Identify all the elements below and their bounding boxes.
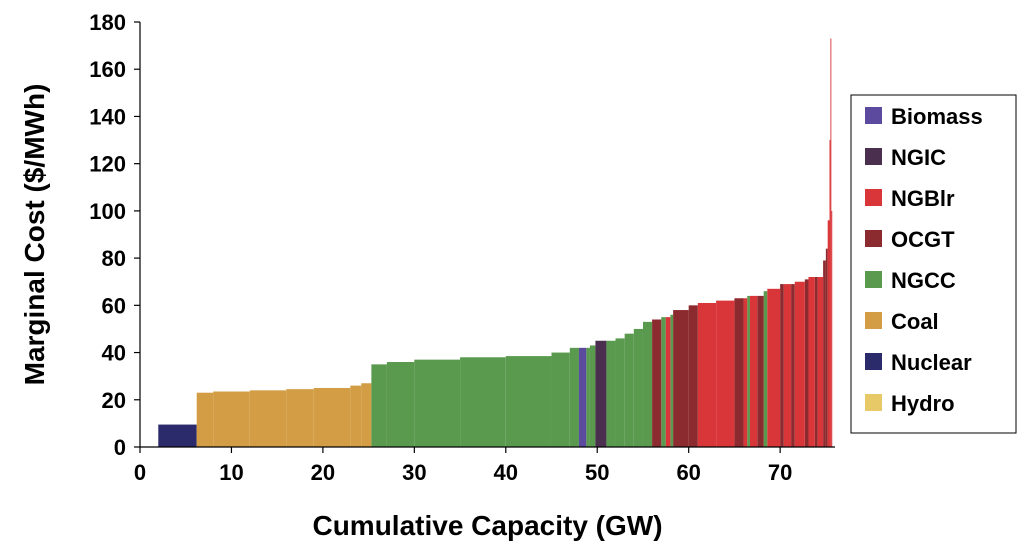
ocgt-bar <box>780 284 784 447</box>
legend-swatch-coal <box>865 312 882 329</box>
y-tick-label: 20 <box>102 388 126 413</box>
ngcc-bar <box>606 340 616 447</box>
y-tick-label: 160 <box>89 57 126 82</box>
legend-label-ngic: NGIC <box>891 145 946 170</box>
legend-swatch-biomass <box>865 107 882 124</box>
legend-label-biomass: Biomass <box>891 104 983 129</box>
legend-label-ngcc: NGCC <box>891 268 956 293</box>
coal-bar <box>350 385 362 447</box>
ngblr-bar <box>808 277 815 447</box>
ocgt-bar <box>804 279 809 447</box>
legend-label-coal: Coal <box>891 309 939 334</box>
ngcc-bar <box>589 345 596 447</box>
legend-swatch-hydro <box>865 394 882 411</box>
ngblr-bar <box>830 38 832 448</box>
coal-bar <box>361 383 372 447</box>
ngcc-bar <box>633 328 643 447</box>
coal-bar <box>213 391 250 447</box>
ngblr-bar <box>716 300 735 447</box>
ngblr-bar <box>749 295 758 447</box>
ngic-bar <box>595 340 607 447</box>
legend-swatch-nuclear <box>865 353 882 370</box>
ngblr-bar <box>794 281 805 447</box>
ngblr-bar <box>829 140 831 448</box>
coal-bar <box>313 387 351 447</box>
ngcc-bar <box>414 359 461 447</box>
legend-label-nuclear: Nuclear <box>891 350 972 375</box>
ngblr-bar <box>697 302 717 447</box>
legend-swatch-ngcc <box>865 271 882 288</box>
x-tick-label: 40 <box>494 460 518 485</box>
ocgt-bar <box>791 284 795 447</box>
legend-label-ocgt: OCGT <box>891 227 955 252</box>
axes <box>139 22 835 448</box>
x-tick-label: 20 <box>311 460 335 485</box>
ngblr-bar <box>827 220 830 447</box>
ngblr-bar <box>817 277 824 447</box>
legend: Biomass NGIC NGBlr OCGT NGCC Coal Nuclear Hydro <box>850 94 1017 434</box>
ngcc-bar <box>371 364 387 447</box>
y-tick-label: 40 <box>102 341 126 366</box>
ngcc-bar <box>763 291 768 447</box>
y-tick-labels: 0 20 40 60 80 100 120 140 160 180 <box>89 10 140 460</box>
ngcc-bar <box>551 352 570 447</box>
ngcc-bar <box>670 314 674 447</box>
ngcc-bar <box>460 357 506 447</box>
coal-bar <box>286 389 314 447</box>
ocgt-bar <box>673 310 689 447</box>
ngblr-bar <box>665 317 671 447</box>
ngcc-bar <box>386 362 415 447</box>
plot-area <box>158 38 833 448</box>
ngcc-bar <box>569 347 579 447</box>
ngcc-bar <box>505 356 552 447</box>
y-axis-title: Marginal Cost ($/MWh) <box>19 84 50 386</box>
x-axis-title: Cumulative Capacity (GW) <box>312 510 662 541</box>
x-tick-label: 10 <box>219 460 243 485</box>
x-tick-labels: 0 10 20 30 40 50 60 70 <box>134 447 792 485</box>
coal-bar <box>249 390 287 447</box>
y-tick-label: 80 <box>102 246 126 271</box>
y-tick-label: 60 <box>102 293 126 318</box>
ngcc-bar <box>642 321 653 447</box>
x-tick-label: 0 <box>134 460 146 485</box>
ngblr-bar <box>831 210 833 447</box>
nuclear-bar <box>158 424 197 447</box>
ngblr-bar <box>783 284 792 447</box>
y-tick-label: 180 <box>89 10 126 35</box>
y-tick-label: 0 <box>114 435 126 460</box>
legend-swatch-ngblr <box>865 189 882 206</box>
legend-label-ngblr: NGBlr <box>891 186 955 211</box>
y-tick-label: 120 <box>89 152 126 177</box>
ocgt-bar <box>757 295 764 447</box>
ngblr-bar <box>743 298 748 447</box>
legend-swatch-ngic <box>865 148 882 165</box>
ngblr-bar <box>767 288 781 447</box>
ngcc-bar <box>661 317 666 447</box>
x-tick-label: 60 <box>676 460 700 485</box>
ngcc-bar <box>747 295 750 447</box>
y-tick-label: 100 <box>89 199 126 224</box>
x-tick-label: 70 <box>768 460 792 485</box>
x-tick-label: 50 <box>585 460 609 485</box>
coal-bar <box>196 392 214 447</box>
ocgt-bar <box>652 319 662 447</box>
ngcc-bar <box>624 333 634 447</box>
legend-swatch-ocgt <box>865 230 882 247</box>
ngcc-bar <box>586 347 590 447</box>
ocgt-bar <box>814 277 818 447</box>
x-tick-label: 30 <box>402 460 426 485</box>
y-tick-label: 140 <box>89 104 126 129</box>
ngcc-bar <box>615 338 625 447</box>
ocgt-bar <box>825 248 828 447</box>
ocgt-bar <box>823 260 826 447</box>
ocgt-bar <box>734 298 744 447</box>
legend-label-hydro: Hydro <box>891 391 955 416</box>
ocgt-bar <box>688 305 698 447</box>
biomass-bar <box>578 347 587 447</box>
